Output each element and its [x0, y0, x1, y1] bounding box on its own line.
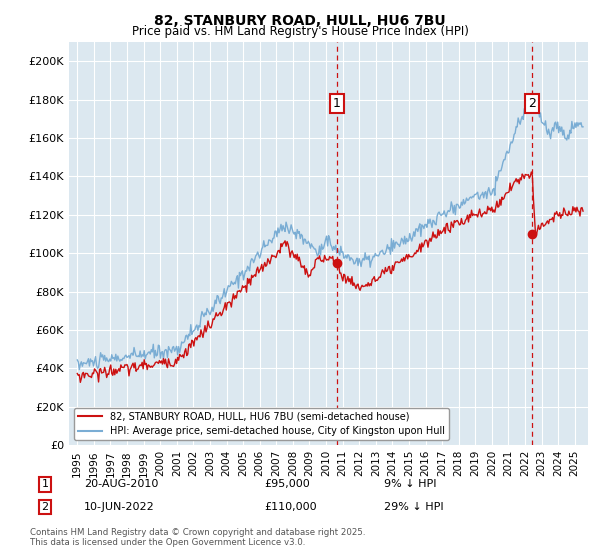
Text: Price paid vs. HM Land Registry's House Price Index (HPI): Price paid vs. HM Land Registry's House … — [131, 25, 469, 38]
Text: 1: 1 — [332, 97, 341, 110]
Text: 82, STANBURY ROAD, HULL, HU6 7BU: 82, STANBURY ROAD, HULL, HU6 7BU — [154, 14, 446, 28]
Text: 2: 2 — [41, 502, 49, 512]
Text: Contains HM Land Registry data © Crown copyright and database right 2025.
This d: Contains HM Land Registry data © Crown c… — [30, 528, 365, 547]
Text: 29% ↓ HPI: 29% ↓ HPI — [384, 502, 443, 512]
Text: 10-JUN-2022: 10-JUN-2022 — [84, 502, 155, 512]
Text: £110,000: £110,000 — [264, 502, 317, 512]
Text: 9% ↓ HPI: 9% ↓ HPI — [384, 479, 437, 489]
Text: £95,000: £95,000 — [264, 479, 310, 489]
Text: 1: 1 — [41, 479, 49, 489]
Text: 20-AUG-2010: 20-AUG-2010 — [84, 479, 158, 489]
Text: 2: 2 — [529, 97, 536, 110]
Legend: 82, STANBURY ROAD, HULL, HU6 7BU (semi-detached house), HPI: Average price, semi: 82, STANBURY ROAD, HULL, HU6 7BU (semi-d… — [74, 408, 449, 440]
